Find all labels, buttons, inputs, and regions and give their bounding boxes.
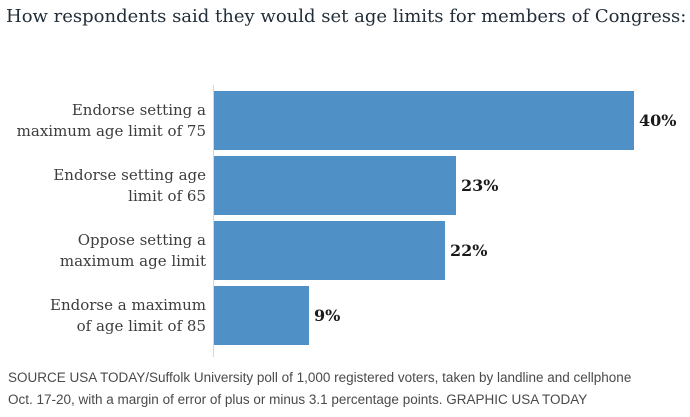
bar-track: 23% [214,156,690,215]
axis-baseline [213,85,214,357]
bar [214,156,456,215]
bar-row: Endorse a maximum of age limit of 85 9% [0,286,690,345]
source-note-line2: Oct. 17-20, with a margin of error of pl… [8,392,588,407]
bar [214,286,309,345]
category-label: Oppose setting a maximum age limit [59,230,206,270]
bar-track: 40% [214,91,690,150]
category-label: Endorse setting age limit of 65 [53,165,206,205]
bar [214,91,634,150]
bar-track: 22% [214,221,690,280]
value-label: 40% [639,111,677,130]
bar-row: Endorse setting a maximum age limit of 7… [0,91,690,150]
bar-chart: Endorse setting a maximum age limit of 7… [0,85,690,357]
value-label: 9% [314,306,341,325]
category-label: Endorse a maximum of age limit of 85 [50,295,206,335]
source-note: SOURCE USA TODAY/Suffolk University poll… [8,367,684,411]
bar-row: Oppose setting a maximum age limit 22% [0,221,690,280]
source-note-line1: SOURCE USA TODAY/Suffolk University poll… [8,370,632,385]
value-label: 22% [450,241,488,260]
category-label: Endorse setting a maximum age limit of 7… [16,100,206,140]
value-label: 23% [461,176,499,195]
chart-title: How respondents said they would set age … [6,6,687,27]
bar [214,221,445,280]
bar-track: 9% [214,286,690,345]
bar-row: Endorse setting age limit of 65 23% [0,156,690,215]
